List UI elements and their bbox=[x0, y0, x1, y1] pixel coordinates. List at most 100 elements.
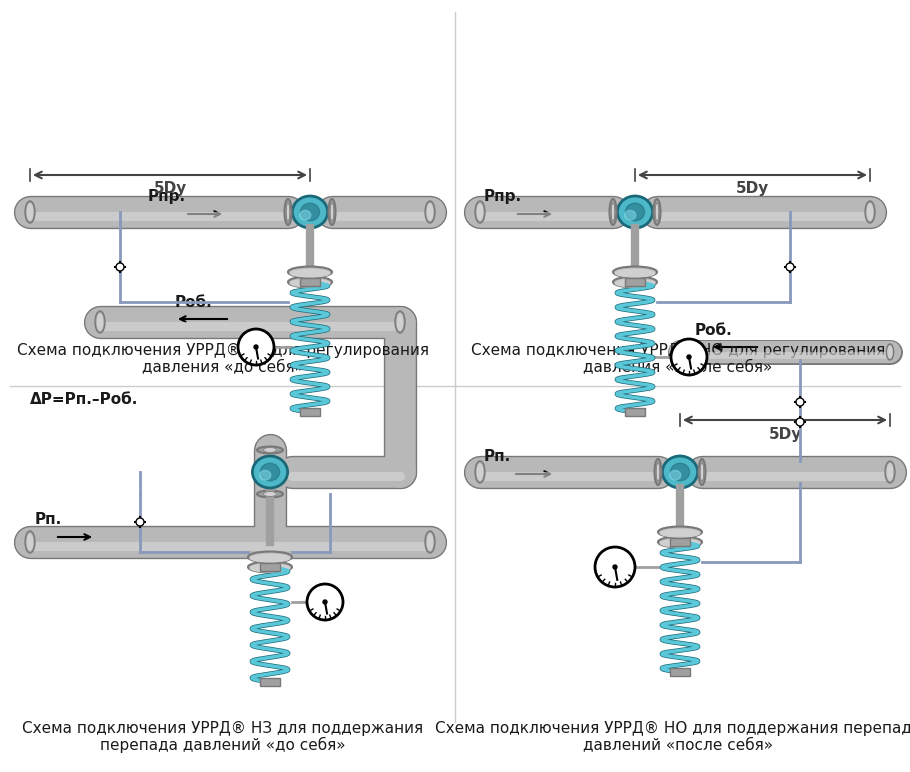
Ellipse shape bbox=[475, 461, 485, 483]
Ellipse shape bbox=[287, 203, 289, 221]
Ellipse shape bbox=[260, 463, 279, 481]
Ellipse shape bbox=[653, 199, 661, 225]
Ellipse shape bbox=[477, 464, 482, 480]
Ellipse shape bbox=[678, 346, 682, 358]
Ellipse shape bbox=[97, 313, 103, 330]
Circle shape bbox=[687, 355, 691, 359]
Text: Рпр.: Рпр. bbox=[484, 189, 522, 204]
Ellipse shape bbox=[428, 204, 433, 220]
Bar bbox=[670, 668, 690, 676]
Ellipse shape bbox=[676, 344, 683, 360]
Ellipse shape bbox=[257, 446, 283, 453]
Text: давлений «после себя»: давлений «после себя» bbox=[583, 737, 773, 752]
Ellipse shape bbox=[25, 201, 35, 223]
Ellipse shape bbox=[248, 561, 292, 573]
Ellipse shape bbox=[398, 313, 403, 330]
Ellipse shape bbox=[660, 530, 700, 537]
Text: перепада давлений «до себя»: перепада давлений «до себя» bbox=[100, 737, 346, 753]
Ellipse shape bbox=[658, 527, 702, 537]
Ellipse shape bbox=[867, 204, 873, 220]
Bar bbox=[625, 278, 645, 286]
Ellipse shape bbox=[395, 311, 405, 333]
Ellipse shape bbox=[95, 311, 105, 333]
Ellipse shape bbox=[615, 269, 655, 277]
Ellipse shape bbox=[264, 492, 277, 496]
Text: Рп.: Рп. bbox=[35, 512, 62, 527]
Text: Схема подключения УРРД® НЗ для поддержания: Схема подключения УРРД® НЗ для поддержан… bbox=[23, 721, 423, 736]
Text: Рпр.: Рпр. bbox=[148, 189, 187, 204]
Ellipse shape bbox=[477, 204, 482, 220]
Ellipse shape bbox=[613, 266, 657, 277]
Ellipse shape bbox=[288, 266, 332, 277]
Ellipse shape bbox=[615, 279, 655, 287]
Ellipse shape bbox=[658, 537, 702, 547]
Ellipse shape bbox=[613, 276, 657, 287]
Ellipse shape bbox=[300, 203, 319, 221]
Ellipse shape bbox=[887, 464, 893, 480]
Ellipse shape bbox=[671, 463, 690, 481]
Circle shape bbox=[796, 398, 804, 406]
Ellipse shape bbox=[252, 456, 288, 488]
Ellipse shape bbox=[475, 201, 485, 223]
Circle shape bbox=[136, 518, 144, 526]
Ellipse shape bbox=[288, 276, 332, 287]
Bar bbox=[300, 408, 320, 416]
Circle shape bbox=[307, 584, 343, 620]
Bar bbox=[260, 678, 280, 686]
Ellipse shape bbox=[257, 490, 283, 497]
Ellipse shape bbox=[259, 470, 271, 480]
Circle shape bbox=[254, 345, 258, 349]
Ellipse shape bbox=[612, 203, 615, 221]
Ellipse shape bbox=[250, 564, 289, 572]
Ellipse shape bbox=[656, 463, 660, 481]
Ellipse shape bbox=[610, 199, 616, 225]
Text: Схема подключения УРРД® НЗ для регулирования: Схема подключения УРРД® НЗ для регулиров… bbox=[17, 343, 429, 358]
Ellipse shape bbox=[624, 211, 636, 220]
Text: 5Dy: 5Dy bbox=[736, 181, 769, 197]
Ellipse shape bbox=[250, 554, 289, 562]
Ellipse shape bbox=[625, 203, 644, 221]
Ellipse shape bbox=[699, 459, 705, 485]
Ellipse shape bbox=[248, 551, 292, 563]
Ellipse shape bbox=[292, 196, 328, 228]
Circle shape bbox=[786, 263, 794, 271]
Circle shape bbox=[796, 418, 804, 426]
Circle shape bbox=[613, 565, 617, 569]
Ellipse shape bbox=[888, 346, 892, 358]
Bar bbox=[670, 538, 690, 546]
Ellipse shape bbox=[425, 531, 435, 553]
Circle shape bbox=[238, 329, 274, 365]
Bar bbox=[260, 563, 280, 571]
Ellipse shape bbox=[25, 531, 35, 553]
Text: 5Dy: 5Dy bbox=[768, 426, 802, 442]
Ellipse shape bbox=[285, 199, 291, 225]
Ellipse shape bbox=[290, 279, 329, 287]
Ellipse shape bbox=[27, 204, 33, 220]
Ellipse shape bbox=[428, 533, 433, 550]
Ellipse shape bbox=[27, 533, 33, 550]
Ellipse shape bbox=[655, 203, 659, 221]
Circle shape bbox=[116, 263, 124, 271]
Text: давления «до себя»: давления «до себя» bbox=[142, 359, 304, 374]
Ellipse shape bbox=[654, 459, 662, 485]
Text: Рп.: Рп. bbox=[484, 449, 511, 464]
Bar bbox=[300, 278, 320, 286]
Ellipse shape bbox=[886, 344, 894, 360]
Text: Схема подключения УРРД® НО для поддержания перепада: Схема подключения УРРД® НО для поддержан… bbox=[435, 721, 910, 736]
Ellipse shape bbox=[290, 269, 329, 277]
Circle shape bbox=[323, 600, 327, 604]
Text: Роб.: Роб. bbox=[175, 295, 213, 310]
Ellipse shape bbox=[330, 203, 334, 221]
Ellipse shape bbox=[701, 463, 703, 481]
Text: 5Dy: 5Dy bbox=[154, 181, 187, 197]
Bar bbox=[625, 408, 645, 416]
Text: давления «после себя»: давления «после себя» bbox=[583, 359, 773, 374]
Ellipse shape bbox=[660, 540, 700, 547]
Text: ΔР=Рп.–Роб.: ΔР=Рп.–Роб. bbox=[30, 392, 138, 407]
Circle shape bbox=[671, 339, 707, 375]
Ellipse shape bbox=[425, 201, 435, 223]
Ellipse shape bbox=[662, 456, 698, 488]
Ellipse shape bbox=[617, 196, 652, 228]
Ellipse shape bbox=[865, 201, 875, 223]
Text: Роб.: Роб. bbox=[695, 323, 733, 338]
